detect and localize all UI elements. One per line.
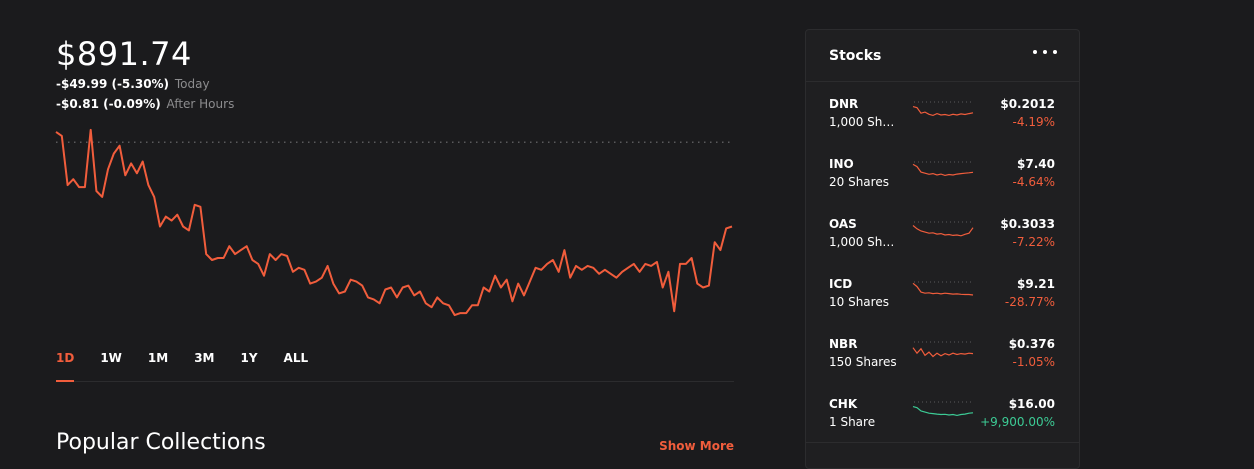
stocks-list: DNR 1,000 Shares $0.2012 -4.19% INO 20 S… xyxy=(806,92,1079,452)
stock-row-nbr[interactable]: NBR 150 Shares $0.376 -1.05% xyxy=(806,332,1079,392)
stock-shares: 20 Shares xyxy=(829,175,889,189)
stock-sparkline xyxy=(912,401,974,417)
stock-shares: 1 Share xyxy=(829,415,876,429)
stock-sparkline xyxy=(912,161,974,177)
popular-collections-title: Popular Collections xyxy=(56,430,266,455)
stock-symbol: CHK xyxy=(829,397,858,411)
stock-shares: 1,000 Shares xyxy=(829,115,901,129)
more-dot xyxy=(1033,50,1037,54)
stocks-card-title: Stocks xyxy=(829,48,882,64)
stock-row-dnr[interactable]: DNR 1,000 Shares $0.2012 -4.19% xyxy=(806,92,1079,152)
portfolio-value: $891.74 xyxy=(56,35,192,73)
stock-row-ino[interactable]: INO 20 Shares $7.40 -4.64% xyxy=(806,152,1079,212)
tab-3m[interactable]: 3M xyxy=(194,351,215,365)
sparkline-path xyxy=(912,282,974,296)
portfolio-chart-svg[interactable] xyxy=(54,120,736,335)
stock-price: $0.376 xyxy=(1008,337,1055,351)
tab-1w[interactable]: 1W xyxy=(100,351,122,365)
portfolio-chart[interactable] xyxy=(54,120,736,335)
stock-sparkline xyxy=(912,341,974,358)
range-tabs: 1D 1W 1M 3M 1Y ALL xyxy=(56,348,734,382)
stock-price: $16.00 xyxy=(1008,397,1055,411)
tab-all[interactable]: ALL xyxy=(283,351,309,365)
sparkline-path xyxy=(912,106,974,117)
stock-change: -4.19% xyxy=(1012,115,1055,129)
stock-sparkline xyxy=(912,281,974,296)
tab-1y[interactable]: 1Y xyxy=(240,351,258,365)
stocks-card-divider xyxy=(806,442,1079,443)
stock-change: -28.77% xyxy=(1004,295,1055,309)
sparkline-path xyxy=(912,406,974,417)
today-change-label: Today xyxy=(174,77,210,91)
stocks-card-header: Stocks xyxy=(806,30,1079,82)
stock-symbol: INO xyxy=(829,157,854,171)
after-hours-change-amount: -$0.81 (-0.09%) xyxy=(56,97,161,111)
stock-price: $0.3033 xyxy=(1000,217,1055,231)
stock-symbol: NBR xyxy=(829,337,858,351)
portfolio-summary: $891.74 -$49.99 (-5.30%) Today -$0.81 (-… xyxy=(56,34,736,114)
sparkline-path xyxy=(912,163,974,177)
stock-row-oas[interactable]: OAS 1,000 Shares $0.3033 -7.22% xyxy=(806,212,1079,272)
sparkline-path xyxy=(912,347,974,358)
sparkline-path xyxy=(912,225,974,237)
tab-1d[interactable]: 1D xyxy=(56,348,75,382)
stock-sparkline xyxy=(912,221,974,237)
stock-row-icd[interactable]: ICD 10 Shares $9.21 -28.77% xyxy=(806,272,1079,332)
stock-price: $0.2012 xyxy=(1000,97,1055,111)
more-horizontal-icon[interactable] xyxy=(1033,44,1057,60)
stock-change: +9,900.00% xyxy=(980,415,1055,429)
stock-shares: 10 Shares xyxy=(829,295,889,309)
stock-change: -4.64% xyxy=(1012,175,1055,189)
after-hours-change-line: -$0.81 (-0.09%) After Hours xyxy=(56,94,736,114)
today-change-amount: -$49.99 (-5.30%) xyxy=(56,77,170,91)
after-hours-change-label: After Hours xyxy=(166,97,235,111)
stock-sparkline xyxy=(912,101,974,117)
stock-price: $7.40 xyxy=(1017,157,1055,171)
stock-change: -7.22% xyxy=(1012,235,1055,249)
stock-price: $9.21 xyxy=(1017,277,1055,291)
stocks-card: Stocks DNR 1,000 Shares $0.2012 -4.19% I… xyxy=(805,29,1080,469)
show-more-link[interactable]: Show More xyxy=(659,439,734,453)
today-change-line: -$49.99 (-5.30%) Today xyxy=(56,74,736,94)
stock-shares: 150 Shares xyxy=(829,355,897,369)
stock-symbol: DNR xyxy=(829,97,859,111)
more-dot xyxy=(1053,50,1057,54)
stock-symbol: ICD xyxy=(829,277,853,291)
more-dot xyxy=(1043,50,1047,54)
stock-symbol: OAS xyxy=(829,217,857,231)
portfolio-series-line xyxy=(55,128,733,317)
stock-change: -1.05% xyxy=(1012,355,1055,369)
stock-row-chk[interactable]: CHK 1 Share $16.00 +9,900.00% xyxy=(806,392,1079,452)
stock-shares: 1,000 Shares xyxy=(829,235,901,249)
tab-1m[interactable]: 1M xyxy=(147,351,169,365)
